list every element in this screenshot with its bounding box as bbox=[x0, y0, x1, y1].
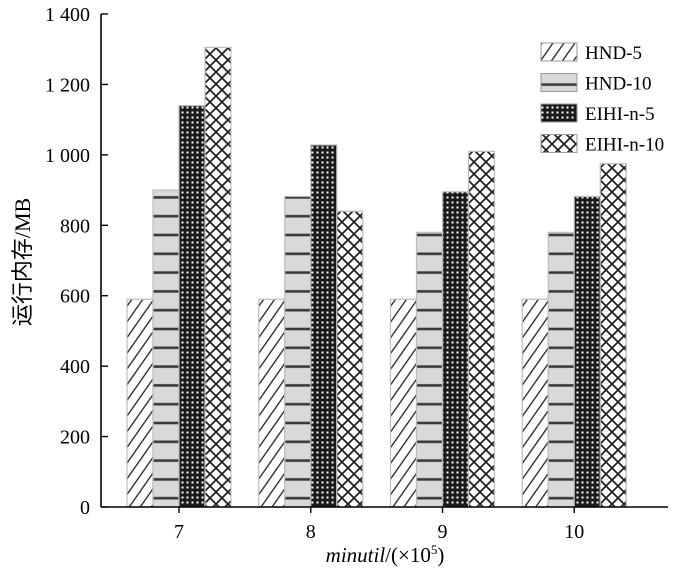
y-tick-label: 1 400 bbox=[45, 4, 90, 26]
x-tick-label: 8 bbox=[306, 521, 316, 543]
y-tick-label: 800 bbox=[60, 215, 90, 237]
legend-swatch-EIHI-n-5 bbox=[540, 103, 578, 123]
y-tick-label: 1 000 bbox=[45, 145, 90, 167]
legend-label: EIHI-n-5 bbox=[585, 104, 655, 125]
legend-label: EIHI-n-10 bbox=[585, 135, 664, 156]
bar-EIHI-n-10-8 bbox=[336, 210, 364, 508]
y-tick-label: 600 bbox=[60, 286, 90, 308]
bar-EIHI-n-5-9 bbox=[441, 191, 470, 508]
bar-EIHI-n-10-10 bbox=[599, 163, 627, 508]
bar-HND-5-7 bbox=[126, 298, 154, 508]
legend-swatch-HND-10 bbox=[540, 73, 578, 92]
x-tick-label: 7 bbox=[174, 521, 184, 543]
bar-EIHI-n-10-9 bbox=[467, 150, 496, 508]
bar-HND-5-9 bbox=[389, 298, 418, 508]
bar-HND-10-8 bbox=[284, 195, 312, 508]
y-tick-label: 1 200 bbox=[45, 74, 90, 96]
bar-HND-5-8 bbox=[258, 298, 286, 508]
bar-HND-5-10 bbox=[521, 298, 549, 508]
axes-group: 0 200 400 600 800 1 000 1 200 1 400 7 8 9 10 bbox=[45, 4, 668, 543]
y-tick-label: 0 bbox=[80, 497, 90, 519]
bars-group bbox=[126, 46, 627, 508]
legend-swatch-HND-5 bbox=[540, 42, 578, 62]
x-tick-label: 9 bbox=[438, 521, 448, 543]
legend-swatch-EIHI-n-10 bbox=[540, 134, 578, 153]
bar-EIHI-n-5-8 bbox=[310, 144, 338, 508]
bar-HND-10-10 bbox=[547, 231, 575, 508]
legend: HND-5 HND-10 EIHI-n-5 EIHI-n-10 bbox=[540, 42, 664, 156]
legend-label: HND-10 bbox=[585, 74, 652, 95]
bar-EIHI-n-10-7 bbox=[204, 46, 232, 508]
legend-label: HND-5 bbox=[585, 43, 642, 64]
y-tick-label: 400 bbox=[60, 356, 90, 378]
y-axis-title: 运行内存/MB bbox=[10, 198, 35, 326]
bar-EIHI-n-5-10 bbox=[573, 195, 601, 508]
y-tick-label: 200 bbox=[60, 427, 90, 449]
x-axis-title: minutil/(×105) bbox=[326, 542, 445, 567]
axis-labels: minutil/(×105) 运行内存/MB bbox=[10, 198, 444, 567]
bar-HND-10-9 bbox=[415, 231, 444, 508]
bar-HND-10-7 bbox=[152, 189, 180, 508]
bar-EIHI-n-5-7 bbox=[178, 104, 206, 508]
x-tick-label: 10 bbox=[564, 521, 584, 543]
